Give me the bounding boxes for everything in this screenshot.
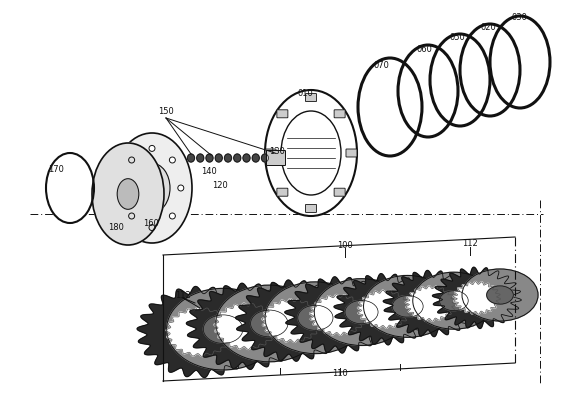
Polygon shape [383,270,478,337]
Ellipse shape [187,154,195,162]
Ellipse shape [265,90,357,216]
Ellipse shape [234,154,241,162]
Polygon shape [166,308,234,356]
Text: 110: 110 [332,370,348,378]
Ellipse shape [117,179,139,209]
Polygon shape [453,282,500,314]
Ellipse shape [197,154,204,162]
Text: 070: 070 [373,60,389,70]
Ellipse shape [265,282,366,354]
Polygon shape [137,286,263,378]
Polygon shape [235,280,349,361]
Ellipse shape [216,285,323,362]
Ellipse shape [128,157,135,163]
Polygon shape [285,277,392,353]
Polygon shape [214,303,278,350]
Ellipse shape [462,269,538,321]
Ellipse shape [398,45,458,137]
FancyBboxPatch shape [265,149,276,157]
Text: 060: 060 [416,46,432,54]
Polygon shape [262,299,323,342]
Polygon shape [186,283,306,369]
Ellipse shape [490,16,550,108]
Ellipse shape [363,276,452,337]
Text: 112: 112 [175,292,191,300]
Ellipse shape [128,213,135,219]
Ellipse shape [251,310,288,337]
Ellipse shape [460,24,520,116]
Ellipse shape [178,185,184,191]
Text: 020: 020 [480,22,496,32]
Ellipse shape [225,154,231,162]
Ellipse shape [134,163,170,213]
Text: 100: 100 [337,240,353,250]
Ellipse shape [169,157,175,163]
Text: 112: 112 [462,240,478,248]
Ellipse shape [92,143,164,245]
FancyBboxPatch shape [306,94,316,102]
Text: 050: 050 [449,34,465,42]
Ellipse shape [261,154,268,162]
Ellipse shape [439,291,468,311]
FancyBboxPatch shape [267,150,285,166]
Ellipse shape [430,34,490,126]
Text: 140: 140 [201,168,217,176]
Ellipse shape [413,272,495,329]
Polygon shape [334,274,435,345]
FancyBboxPatch shape [277,188,288,196]
FancyBboxPatch shape [277,110,288,118]
Ellipse shape [243,154,250,162]
Ellipse shape [206,154,213,162]
Polygon shape [358,290,411,328]
Text: 170: 170 [48,166,64,174]
Ellipse shape [252,154,259,162]
Ellipse shape [169,213,175,219]
Ellipse shape [314,279,409,346]
FancyBboxPatch shape [306,204,316,212]
Polygon shape [432,267,521,328]
Polygon shape [405,286,456,321]
Ellipse shape [149,146,155,151]
Text: 010: 010 [297,88,313,98]
Ellipse shape [203,315,243,344]
FancyBboxPatch shape [334,188,345,196]
Ellipse shape [149,225,155,230]
Ellipse shape [120,185,126,191]
Ellipse shape [358,58,422,156]
Ellipse shape [112,133,192,243]
Text: 030: 030 [511,14,527,22]
Ellipse shape [215,154,222,162]
FancyBboxPatch shape [346,149,357,157]
FancyBboxPatch shape [334,110,345,118]
Text: 130: 130 [269,148,285,156]
Ellipse shape [345,300,378,324]
Text: 180: 180 [108,224,124,232]
Ellipse shape [392,296,423,317]
Ellipse shape [46,153,94,223]
Ellipse shape [298,305,333,330]
Text: 120: 120 [212,180,228,190]
Ellipse shape [166,288,280,370]
Text: 150: 150 [158,108,174,116]
Polygon shape [310,294,367,335]
Ellipse shape [487,286,513,304]
Text: 160: 160 [143,220,159,228]
